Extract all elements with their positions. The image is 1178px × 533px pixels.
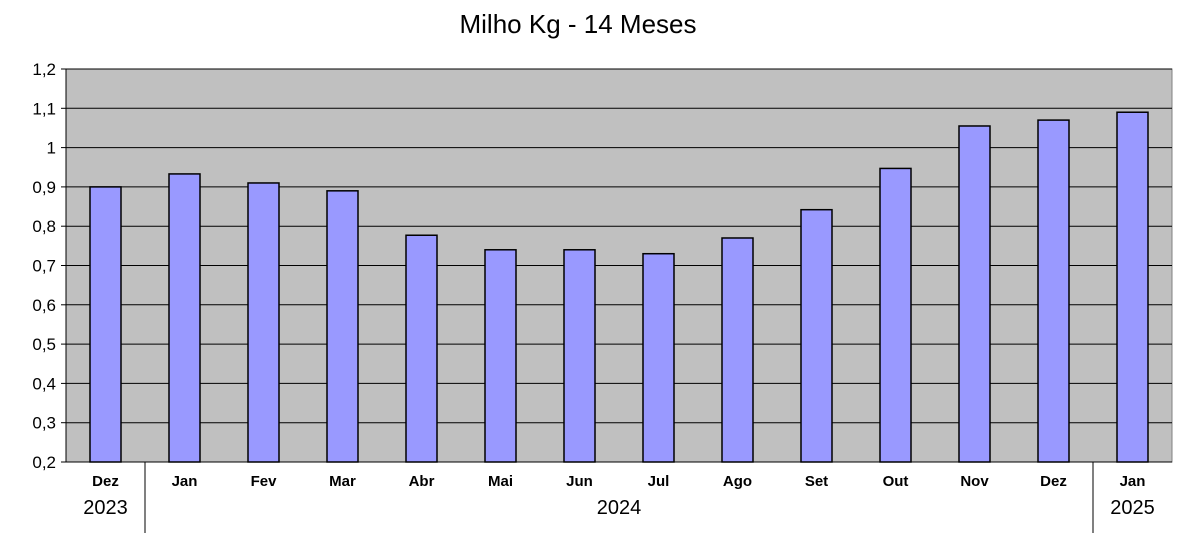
y-tick-label: 1: [47, 139, 56, 158]
y-tick-label: 0,3: [32, 414, 56, 433]
bar: [800, 208, 833, 463]
bar: [642, 252, 675, 463]
x-tick-label: Set: [805, 473, 828, 490]
y-axis: 0,2 0,3 0,4 0,5 0,6 0,7 0,8 0,9 1 1,1 1,2: [32, 60, 67, 472]
x-tick-label: Fev: [251, 473, 278, 490]
year-label: 2024: [597, 497, 642, 519]
y-tick-label: 1,2: [32, 60, 56, 79]
bar: [326, 190, 359, 463]
y-tick-label: 0,9: [32, 178, 56, 197]
bar: [247, 182, 280, 463]
bar: [879, 167, 912, 463]
x-tick-label: Ago: [723, 473, 752, 490]
bar: [1116, 111, 1149, 463]
y-tick-label: 0,2: [32, 453, 56, 472]
x-tick-label: Out: [883, 473, 909, 490]
bar: [721, 237, 754, 463]
chart-title: Milho Kg - 14 Meses: [460, 9, 697, 39]
x-tick-label: Mar: [329, 473, 356, 490]
bar: [168, 173, 201, 463]
x-tick-label: Dez: [1040, 473, 1067, 490]
x-tick-label: Jan: [1120, 473, 1146, 490]
y-tick-label: 0,8: [32, 217, 56, 236]
y-tick-label: 0,7: [32, 257, 56, 276]
bar: [405, 234, 438, 463]
x-tick-label: Abr: [409, 473, 435, 490]
bar: [563, 249, 596, 463]
x-tick-label: Dez: [92, 473, 119, 490]
x-tick-label: Mai: [488, 473, 513, 490]
y-tick-label: 0,5: [32, 335, 56, 354]
x-tick-label: Nov: [960, 473, 989, 490]
bar: [484, 249, 517, 463]
year-label: 2023: [83, 497, 128, 519]
bar: [89, 186, 122, 463]
x-tick-label: Jul: [648, 473, 670, 490]
bar: [1037, 119, 1070, 463]
year-label: 2025: [1110, 497, 1155, 519]
y-tick-label: 0,6: [32, 296, 56, 315]
x-axis: Dez Jan Fev Mar Abr Mai Jun Jul Ago Set Out Nov Dez J…: [66, 461, 1172, 533]
y-tick-label: 0,4: [32, 374, 56, 393]
x-tick-label: Jun: [566, 473, 593, 490]
bar: [958, 125, 991, 463]
x-tick-label: Jan: [172, 473, 198, 490]
y-tick-label: 1,1: [32, 99, 56, 118]
